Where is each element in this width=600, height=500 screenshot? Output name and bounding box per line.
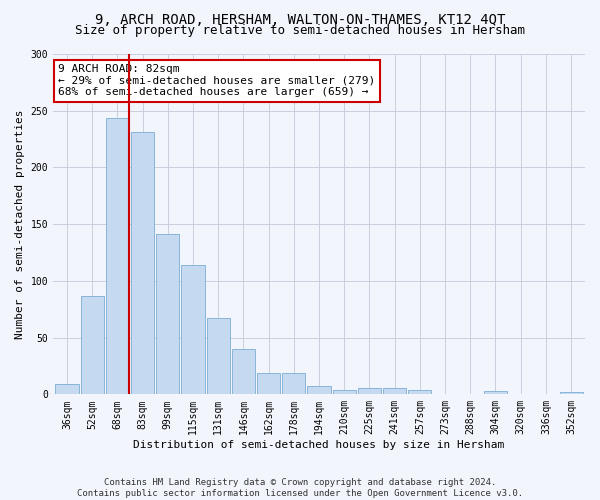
Bar bbox=[80, 296, 104, 394]
Bar bbox=[282, 373, 305, 394]
Bar bbox=[232, 349, 255, 395]
Bar bbox=[206, 318, 230, 394]
Bar bbox=[156, 234, 179, 394]
Text: 9 ARCH ROAD: 82sqm
← 29% of semi-detached houses are smaller (279)
68% of semi-d: 9 ARCH ROAD: 82sqm ← 29% of semi-detache… bbox=[58, 64, 376, 98]
Bar bbox=[257, 373, 280, 394]
Bar bbox=[383, 388, 406, 394]
Bar bbox=[560, 392, 583, 394]
Bar bbox=[358, 388, 381, 394]
Bar bbox=[484, 391, 507, 394]
Bar bbox=[55, 384, 79, 394]
X-axis label: Distribution of semi-detached houses by size in Hersham: Distribution of semi-detached houses by … bbox=[133, 440, 505, 450]
Bar bbox=[106, 118, 129, 394]
Bar bbox=[408, 390, 431, 394]
Bar bbox=[332, 390, 356, 394]
Text: Size of property relative to semi-detached houses in Hersham: Size of property relative to semi-detach… bbox=[75, 24, 525, 37]
Bar bbox=[131, 132, 154, 394]
Text: 9, ARCH ROAD, HERSHAM, WALTON-ON-THAMES, KT12 4QT: 9, ARCH ROAD, HERSHAM, WALTON-ON-THAMES,… bbox=[95, 12, 505, 26]
Text: Contains HM Land Registry data © Crown copyright and database right 2024.
Contai: Contains HM Land Registry data © Crown c… bbox=[77, 478, 523, 498]
Y-axis label: Number of semi-detached properties: Number of semi-detached properties bbox=[15, 110, 25, 339]
Bar bbox=[307, 386, 331, 394]
Bar bbox=[181, 265, 205, 394]
